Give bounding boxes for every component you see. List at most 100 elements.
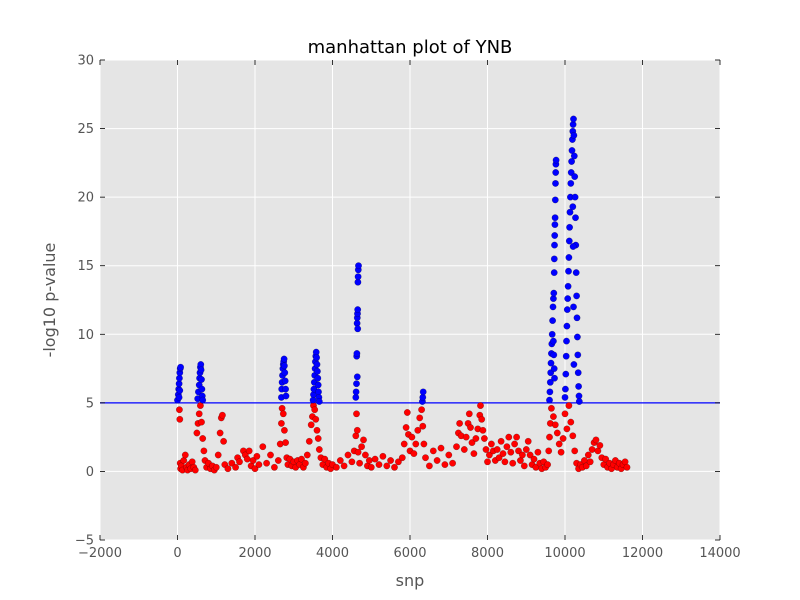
data-point: [175, 394, 183, 401]
data-point: [307, 421, 315, 429]
data-point: [344, 451, 352, 459]
data-point: [449, 459, 456, 467]
x-tick-label: 8000: [471, 546, 504, 561]
data-point: [507, 448, 515, 456]
x-tick-label: 14000: [699, 546, 740, 561]
data-point: [354, 448, 362, 456]
data-point: [584, 451, 592, 459]
data-point: [569, 203, 577, 211]
data-point: [403, 409, 411, 416]
data-point: [574, 333, 581, 341]
data-point: [571, 447, 579, 455]
data-point: [193, 429, 201, 437]
y-tick-label: −5: [75, 534, 94, 549]
data-point: [271, 463, 278, 471]
data-point: [481, 435, 488, 442]
data-point: [419, 388, 427, 396]
data-point: [199, 396, 207, 404]
data-point: [453, 443, 460, 451]
data-point: [177, 363, 184, 371]
x-axis-label: snp: [396, 571, 425, 590]
data-point: [565, 267, 572, 275]
y-tick-label: 30: [77, 54, 94, 69]
data-point: [548, 404, 555, 412]
data-point: [437, 444, 445, 452]
y-tick-label: 5: [86, 396, 94, 411]
data-point: [426, 462, 433, 470]
data-point: [503, 443, 511, 451]
x-tick-label: 12000: [622, 546, 663, 561]
data-point: [550, 255, 558, 263]
data-point: [348, 458, 356, 466]
data-point: [281, 377, 289, 385]
data-point: [280, 355, 288, 363]
data-point: [365, 457, 373, 464]
data-point: [552, 169, 560, 176]
data-points: [174, 115, 631, 474]
data-point: [551, 421, 559, 429]
data-point: [562, 370, 570, 378]
data-point: [313, 361, 321, 368]
data-point: [573, 314, 581, 322]
data-point: [568, 158, 575, 165]
data-point: [574, 351, 582, 359]
data-point: [200, 447, 208, 455]
data-point: [398, 454, 406, 462]
data-point: [279, 410, 287, 418]
data-point: [572, 214, 579, 222]
data-point: [441, 461, 449, 468]
data-point: [565, 254, 573, 261]
data-point: [267, 451, 274, 459]
data-point: [313, 426, 321, 434]
data-point: [482, 446, 490, 453]
data-point: [302, 459, 309, 467]
data-point: [564, 282, 572, 290]
x-tick-label: 6000: [393, 546, 426, 561]
data-point: [353, 373, 361, 381]
data-point: [354, 273, 362, 281]
data-point: [371, 455, 379, 463]
data-point: [420, 440, 428, 448]
data-point: [550, 337, 557, 345]
data-point: [515, 447, 522, 455]
data-point: [479, 426, 487, 434]
data-point: [586, 458, 594, 466]
data-point: [519, 451, 526, 459]
data-point: [418, 406, 425, 414]
data-point: [259, 443, 267, 451]
data-point: [524, 437, 532, 445]
x-tick-label: 10000: [544, 546, 585, 561]
data-point: [596, 442, 604, 449]
data-point: [198, 376, 205, 383]
data-point: [224, 465, 232, 473]
data-point: [559, 435, 567, 442]
data-point: [486, 451, 493, 459]
data-point: [360, 436, 367, 444]
data-point: [571, 173, 579, 180]
data-point: [367, 463, 375, 471]
data-point: [565, 237, 573, 245]
data-point: [511, 440, 518, 448]
data-point: [567, 418, 575, 426]
data-point: [422, 454, 429, 462]
data-point: [575, 383, 582, 390]
data-point: [561, 410, 569, 418]
data-point: [546, 433, 553, 441]
data-point: [570, 115, 577, 123]
data-point: [588, 446, 596, 453]
data-point: [312, 415, 320, 423]
y-axis-label: -log10 p-value: [40, 243, 59, 358]
data-point: [552, 156, 560, 164]
data-point: [570, 361, 578, 368]
data-point: [499, 450, 507, 457]
data-point: [570, 303, 577, 311]
data-point: [176, 387, 184, 394]
data-point: [465, 410, 473, 418]
data-point: [352, 432, 360, 440]
data-point: [545, 447, 553, 455]
data-point: [551, 374, 558, 382]
data-point: [408, 433, 416, 441]
data-point: [180, 457, 188, 464]
data-point: [379, 452, 387, 460]
data-point: [251, 465, 259, 473]
